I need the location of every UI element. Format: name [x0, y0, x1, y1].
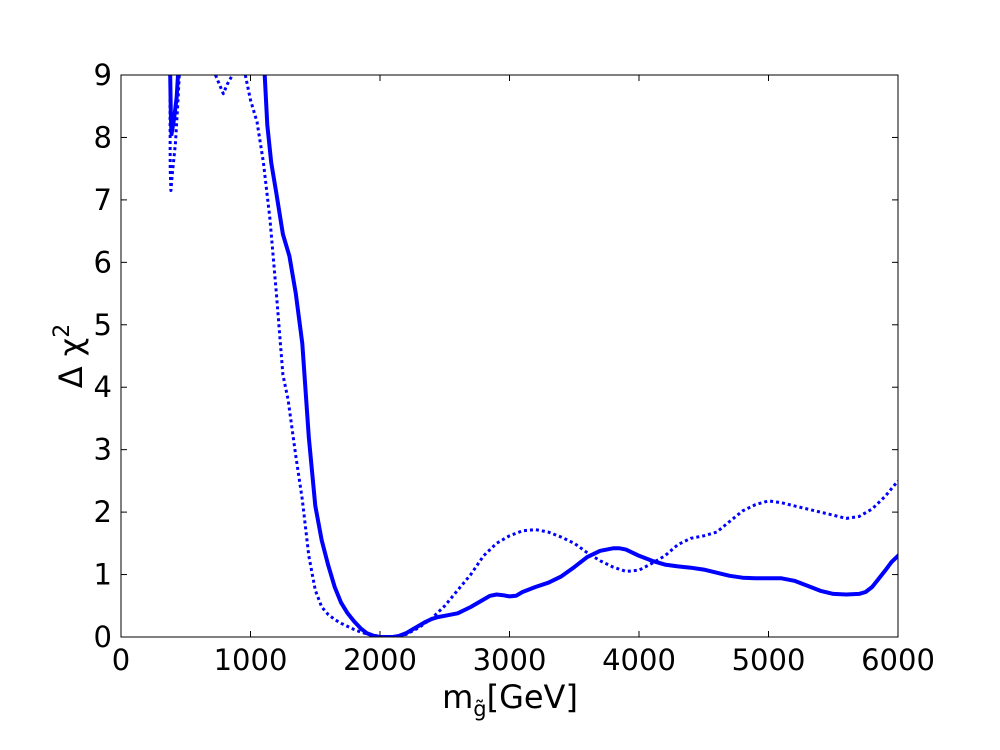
- x-axis-title: mg̃[GeV]: [442, 678, 578, 721]
- y-tick-label: 2: [94, 495, 112, 529]
- y-tick-label: 5: [94, 308, 112, 342]
- series-solid-line-segment-2: [262, 75, 898, 637]
- y-tick-label: 6: [94, 245, 112, 279]
- x-axis-title-unit: [GeV]: [487, 678, 578, 716]
- y-axis-title-superscript: 2: [50, 324, 75, 338]
- x-tick-label: 6000: [861, 643, 935, 677]
- series-layer: [168, 75, 898, 637]
- series-dotted-line-segment-2: [214, 75, 234, 96]
- y-axis-title-main: Δ χ: [52, 338, 90, 389]
- series-dotted-line-segment-1: [168, 75, 181, 192]
- y-tick-label: 1: [94, 558, 112, 592]
- y-tick-label: 9: [94, 58, 112, 92]
- x-tick-label: 4000: [602, 643, 676, 677]
- x-axis-title-subscript: g̃: [473, 697, 486, 721]
- x-tick-label: 1000: [214, 643, 288, 677]
- y-axis-title: Δ χ2: [50, 324, 90, 389]
- y-tick-label: 3: [94, 433, 112, 467]
- x-tick-label: 3000: [473, 643, 547, 677]
- tick-labels-layer: 0 1000 2000 3000 4000 5000 6000 0 1 2 3 4 5 6 7 8 9: [94, 58, 935, 677]
- ticks-layer: [120, 74, 899, 638]
- y-tick-label: 4: [94, 370, 112, 404]
- y-tick-label: 0: [94, 620, 112, 654]
- x-axis-title-main: m: [442, 678, 473, 716]
- x-tick-label: 5000: [732, 643, 806, 677]
- y-tick-label: 8: [94, 120, 112, 154]
- y-tick-label: 7: [94, 183, 112, 217]
- x-tick-label: 2000: [343, 643, 417, 677]
- x-tick-label: 0: [112, 643, 130, 677]
